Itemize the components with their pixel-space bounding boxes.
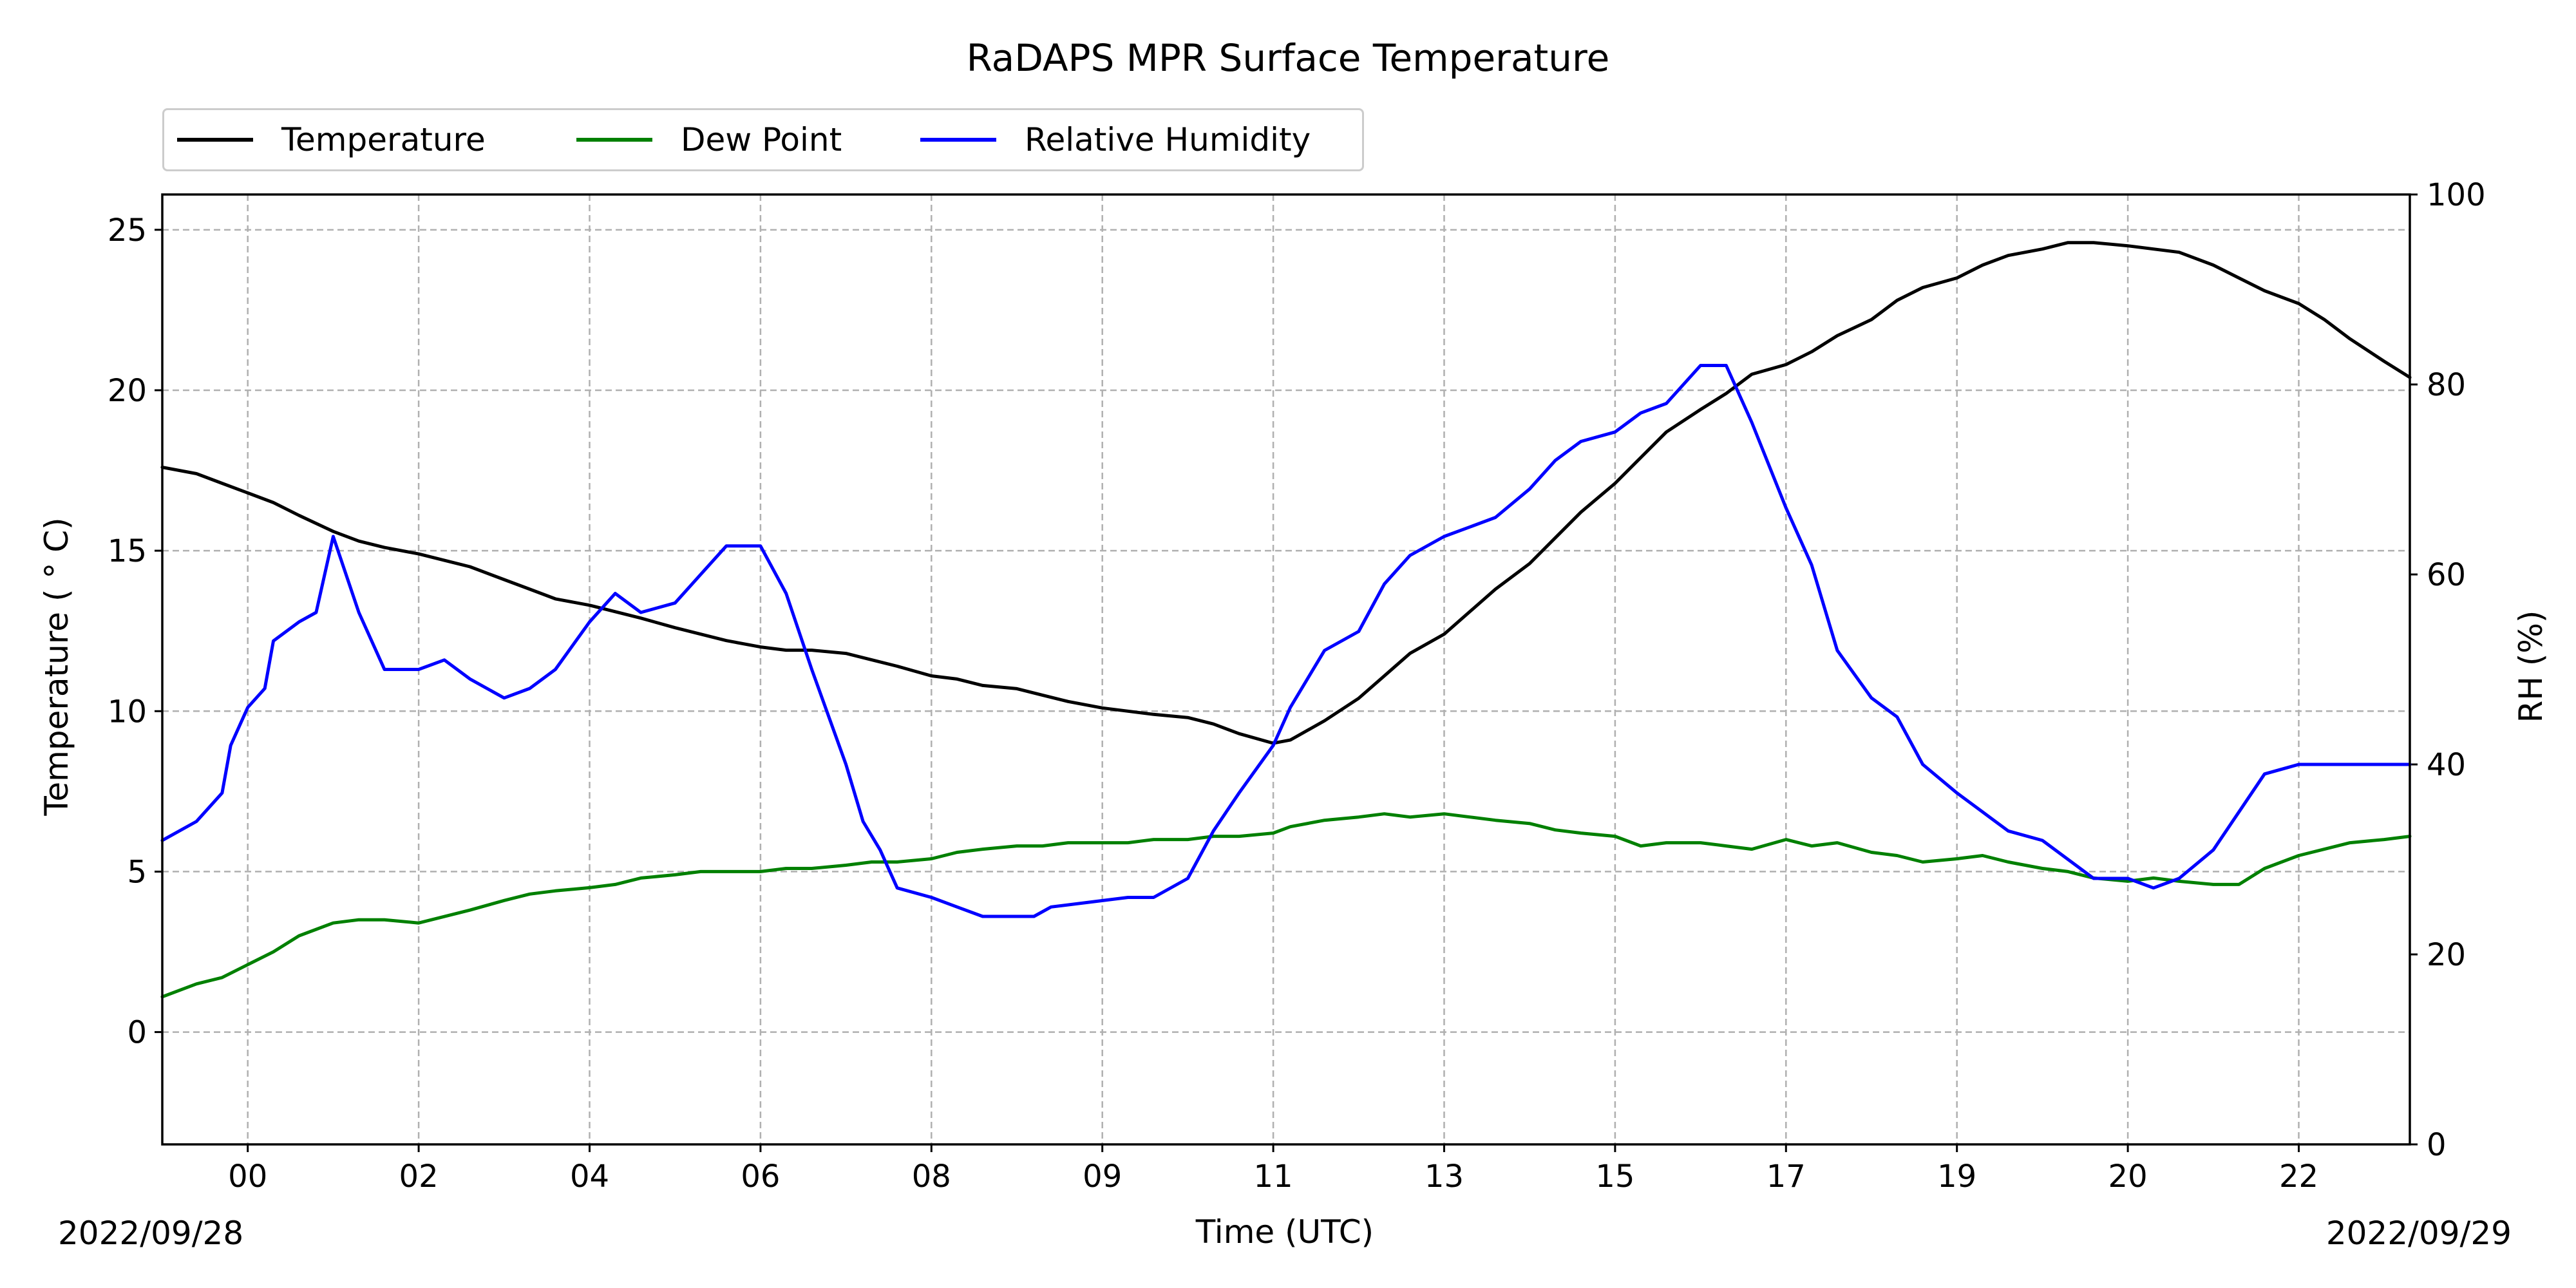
x-tick-label: 11 [1254,1159,1293,1195]
legend-swatch-relative-humidity [920,138,996,142]
x-tick-label: 06 [741,1159,780,1195]
x-tick-label: 02 [399,1159,439,1195]
series-line-dew-point [160,812,2412,999]
legend-label-dew-point: Dew Point [681,121,842,158]
y2-tick-label: 60 [2427,557,2466,593]
y-tick-label: 25 [108,213,147,249]
y-tick-label: 10 [108,694,147,730]
legend-swatch-temperature [177,138,253,142]
legend-swatch-dew-point [576,138,652,142]
y2-tick-label: 100 [2427,177,2486,213]
grid-layer [162,194,2410,1144]
x-tick-label: 13 [1425,1159,1464,1195]
y2-axis-label: RH (%) [2512,610,2550,723]
x-tick-label: 22 [2279,1159,2318,1195]
legend-entry-temperature: Temperature [177,110,486,169]
series-layer [160,241,2412,999]
x-tick-label: 08 [912,1159,951,1195]
x-tick-label: 15 [1595,1159,1634,1195]
legend-label-temperature: Temperature [281,121,486,158]
y-tick-label: 15 [108,533,147,569]
x-tick-label: 00 [228,1159,267,1195]
y-axis-label: Temperature ( ° C) [38,517,75,816]
y2-tick-label: 0 [2427,1127,2447,1163]
y-tick-label: 20 [108,373,147,409]
y-tick-label: 0 [127,1015,147,1051]
date-label-end: 2022/09/29 [2325,1215,2512,1252]
x-tick-label: 04 [570,1159,609,1195]
legend-entry-dew-point: Dew Point [576,110,842,169]
legend: Temperature Dew Point Relative Humidity [162,108,1364,171]
x-tick-label: 09 [1083,1159,1122,1195]
series-line-relative-humidity [160,364,2412,918]
y-tick-label: 5 [127,854,147,890]
x-axis-label: Time (UTC) [1195,1213,1374,1251]
chart-title: RaDAPS MPR Surface Temperature [966,36,1610,80]
legend-label-relative-humidity: Relative Humidity [1025,121,1311,158]
y2-tick-label: 40 [2427,747,2466,783]
y2-tick-label: 20 [2427,937,2466,973]
legend-entry-relative-humidity: Relative Humidity [920,110,1311,169]
x-tick-label: 20 [2108,1159,2148,1195]
tick-layer: 00 02 04 06 08 09 11 13 15 17 19 20 22 0 5 10 15 20 25 0 20 4… [108,177,2486,1195]
axes-frame [161,193,2411,1146]
x-tick-label: 17 [1766,1159,1806,1195]
y2-tick-label: 80 [2427,367,2466,403]
date-label-start: 2022/09/28 [58,1215,244,1252]
series-line-temperature [160,241,2412,745]
x-tick-label: 19 [1937,1159,1976,1195]
